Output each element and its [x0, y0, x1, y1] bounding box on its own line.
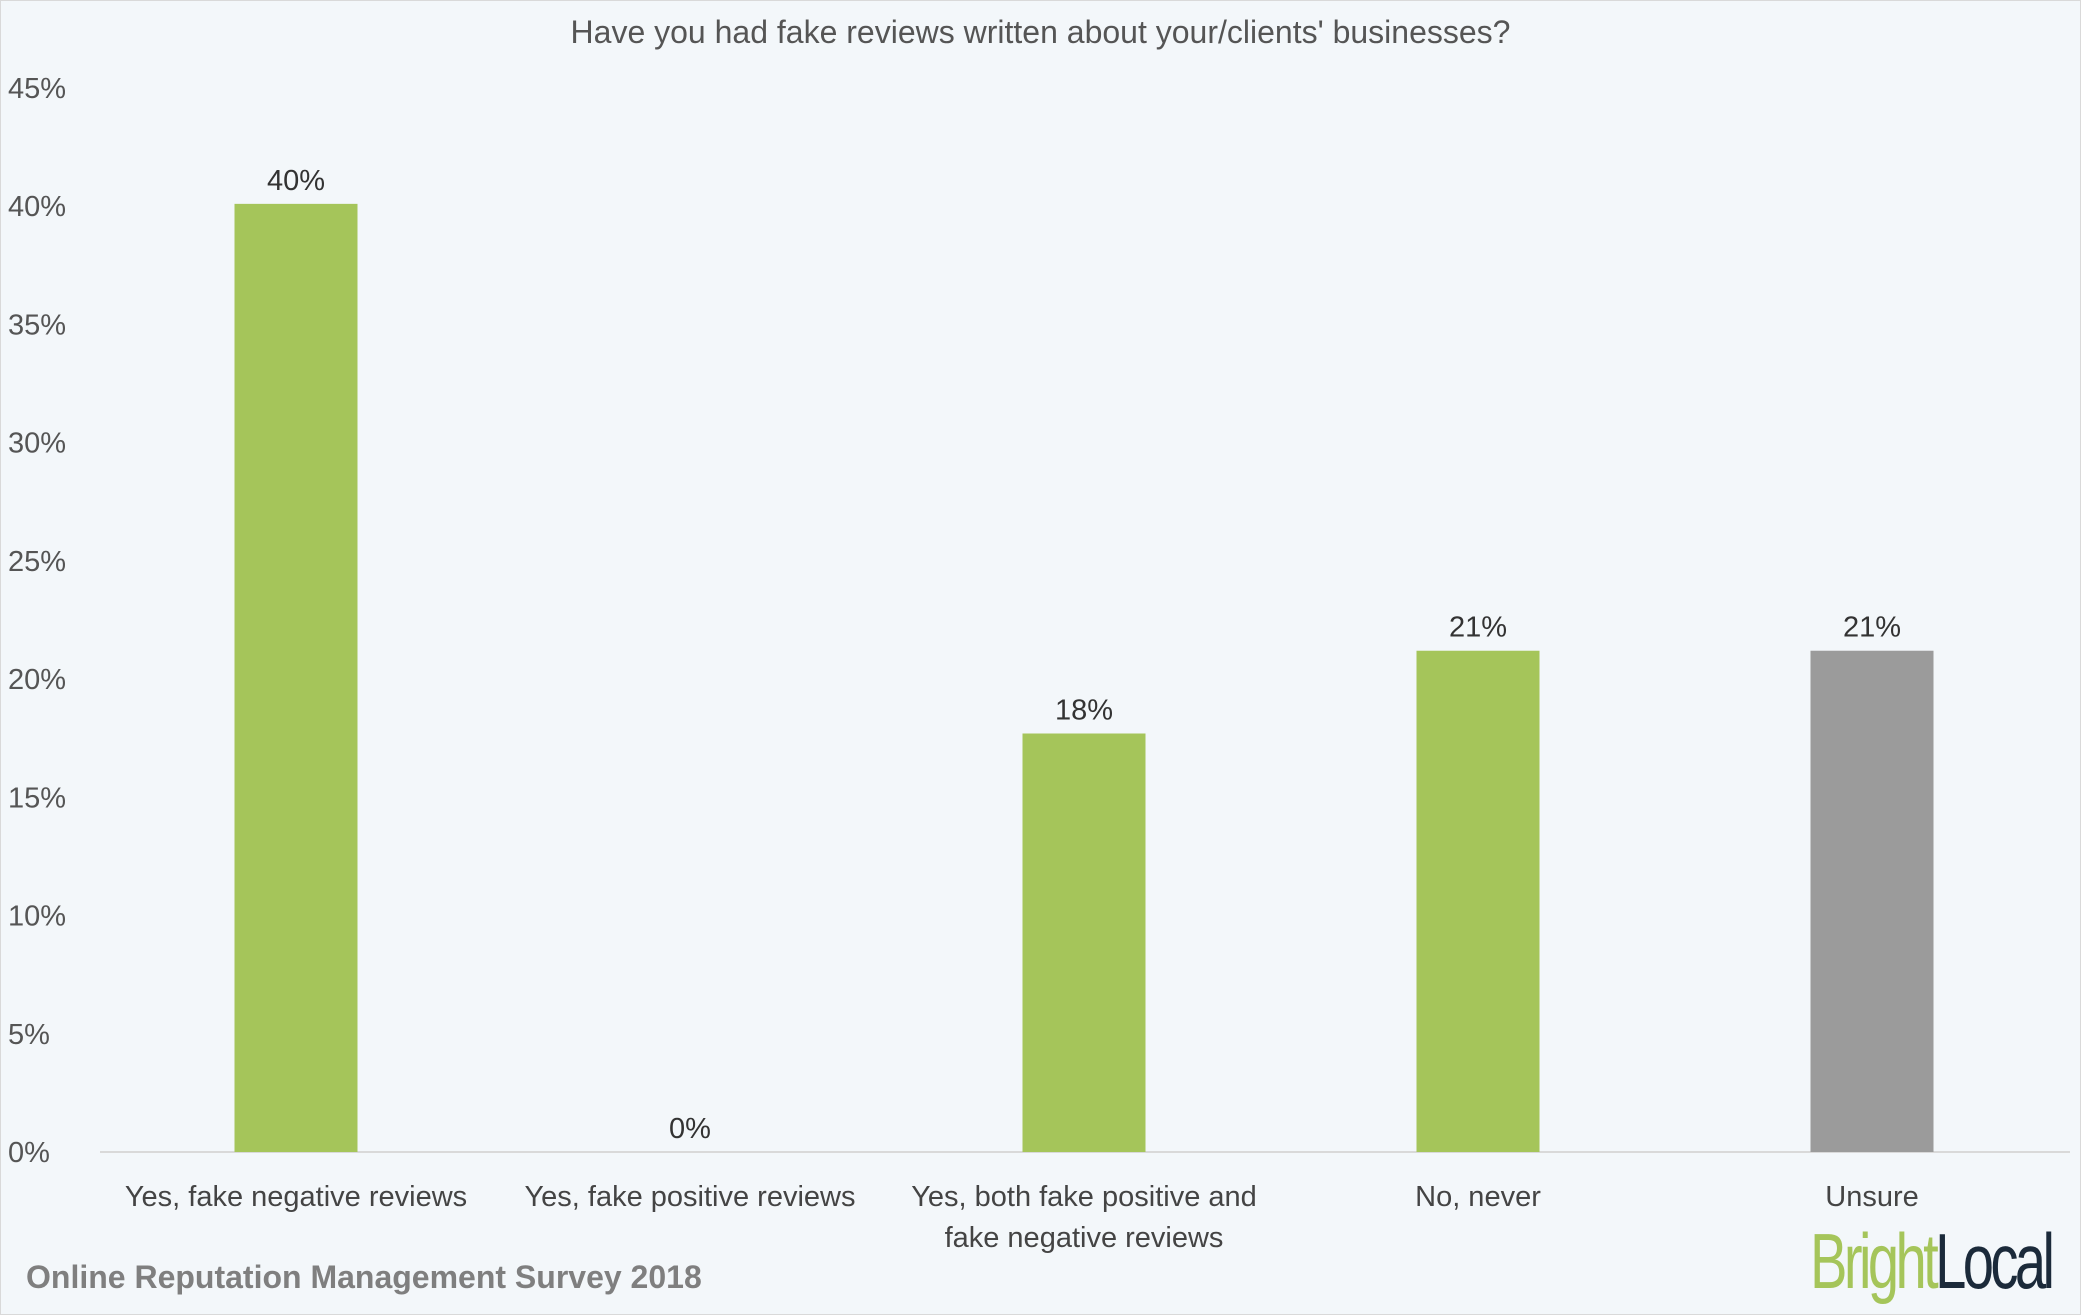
bar	[1416, 650, 1540, 1152]
bar	[1022, 733, 1146, 1152]
x-category-label: Yes, fake positive reviews	[525, 1181, 856, 1213]
y-tick-label: 20%	[8, 664, 66, 696]
x-category-label: fake negative reviews	[945, 1222, 1224, 1254]
x-category-label: Yes, both fake positive and	[911, 1181, 1257, 1213]
y-tick-label: 35%	[8, 309, 66, 341]
data-label: 21%	[1449, 612, 1507, 644]
y-tick-label: 5%	[8, 1019, 50, 1051]
source-caption: Online Reputation Management Survey 2018	[26, 1259, 702, 1295]
x-category-label: Yes, fake negative reviews	[125, 1181, 467, 1213]
bar	[234, 203, 358, 1152]
y-tick-label: 15%	[8, 782, 66, 814]
data-label: 21%	[1843, 612, 1901, 644]
y-tick-label: 25%	[8, 546, 66, 578]
data-label: 18%	[1055, 694, 1113, 726]
data-label: 40%	[267, 165, 325, 197]
bar	[1810, 650, 1934, 1152]
x-category-label: Unsure	[1825, 1181, 1919, 1213]
y-tick-label: 10%	[8, 901, 66, 933]
chart-title: Have you had fake reviews written about …	[570, 14, 1511, 50]
y-tick-label: 40%	[8, 191, 66, 223]
brightlocal-logo: BrightLocal	[1810, 1217, 2055, 1305]
y-tick-label: 30%	[8, 428, 66, 460]
data-label: 0%	[669, 1113, 711, 1145]
y-tick-label: 0%	[8, 1137, 50, 1169]
y-tick-label: 45%	[8, 73, 66, 105]
x-category-label: No, never	[1415, 1181, 1541, 1213]
